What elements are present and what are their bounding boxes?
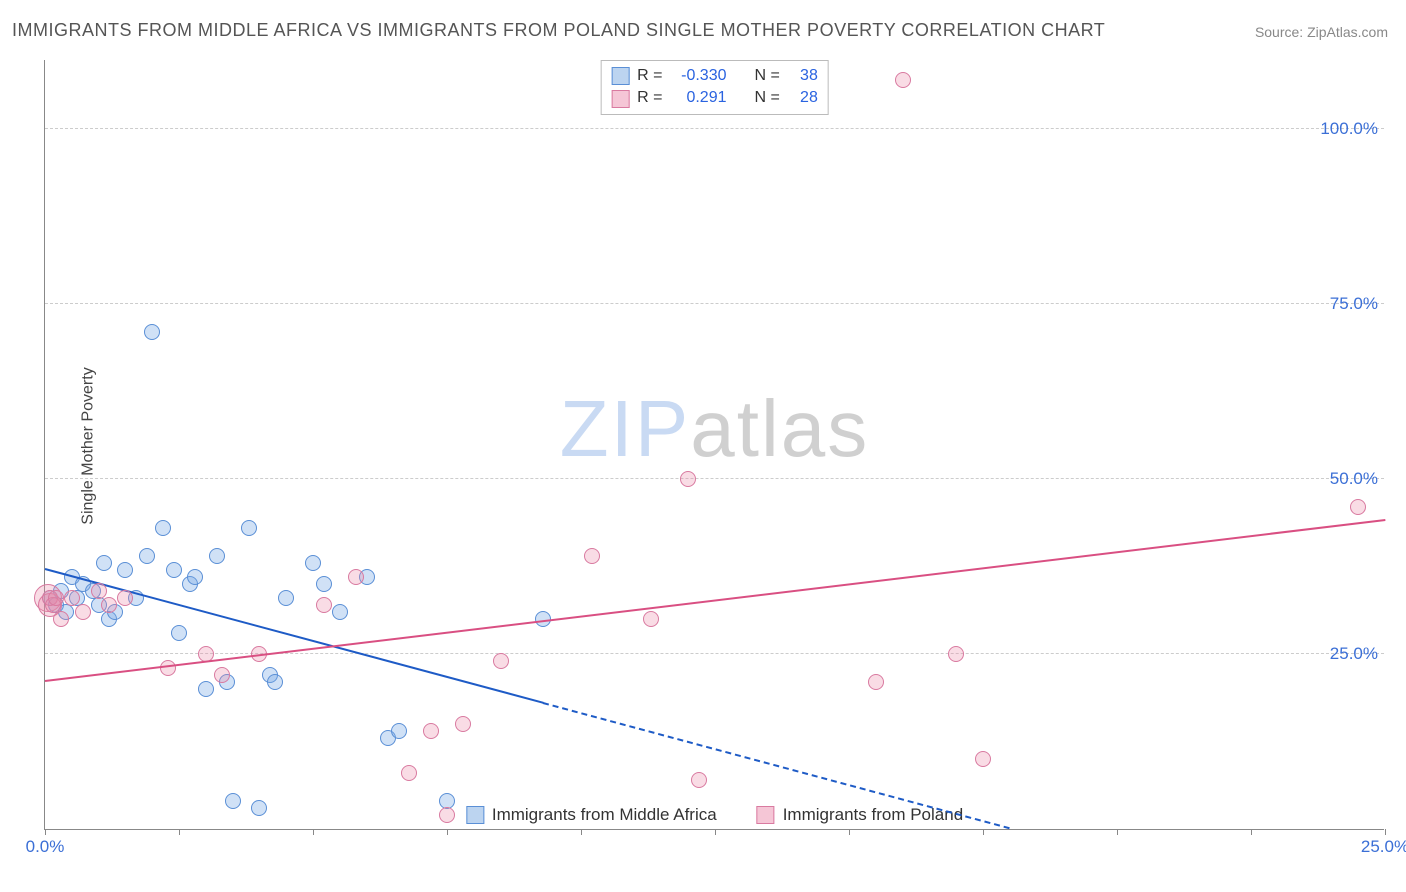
- data-point: [305, 555, 321, 571]
- data-point: [101, 597, 117, 613]
- data-point: [171, 625, 187, 641]
- data-point: [64, 590, 80, 606]
- data-point: [493, 653, 509, 669]
- data-point: [691, 772, 707, 788]
- y-tick-label: 100.0%: [1320, 119, 1378, 139]
- x-tick-mark: [1117, 829, 1118, 835]
- r-label: R =: [637, 87, 662, 109]
- data-point: [401, 765, 417, 781]
- legend-swatch: [466, 806, 484, 824]
- x-tick-label: 0.0%: [26, 837, 65, 857]
- chart-title: IMMIGRANTS FROM MIDDLE AFRICA VS IMMIGRA…: [12, 20, 1105, 41]
- x-tick-mark: [849, 829, 850, 835]
- data-point: [332, 604, 348, 620]
- r-value: 0.291: [671, 87, 727, 109]
- stats-legend-box: R = -0.330 N = 38 R = 0.291 N = 28: [600, 60, 829, 115]
- data-point: [348, 569, 364, 585]
- data-point: [948, 646, 964, 662]
- data-point: [251, 800, 267, 816]
- gridline-horizontal: [45, 128, 1384, 129]
- data-point: [187, 569, 203, 585]
- data-point: [316, 597, 332, 613]
- data-point: [117, 562, 133, 578]
- watermark-zip: ZIP: [560, 384, 690, 473]
- data-point: [423, 723, 439, 739]
- r-value: -0.330: [671, 65, 727, 87]
- source-attribution: Source: ZipAtlas.com: [1255, 24, 1388, 40]
- data-point: [91, 583, 107, 599]
- legend-swatch: [757, 806, 775, 824]
- y-tick-label: 75.0%: [1330, 294, 1378, 314]
- x-tick-mark: [715, 829, 716, 835]
- data-point: [680, 471, 696, 487]
- plot-area: ZIPatlas R = -0.330 N = 38 R = 0.291 N = 28 Imm…: [44, 60, 1384, 830]
- gridline-horizontal: [45, 653, 1384, 654]
- series-legend: Immigrants from Middle AfricaImmigrants …: [458, 805, 971, 825]
- watermark: ZIPatlas: [560, 383, 869, 475]
- data-point: [868, 674, 884, 690]
- stats-row: R = -0.330 N = 38: [611, 65, 818, 87]
- watermark-atlas: atlas: [690, 384, 869, 473]
- n-value: 38: [788, 65, 818, 87]
- y-tick-label: 25.0%: [1330, 644, 1378, 664]
- data-point: [278, 590, 294, 606]
- data-point: [267, 674, 283, 690]
- data-point: [75, 604, 91, 620]
- source-label: Source:: [1255, 24, 1307, 40]
- x-tick-mark: [447, 829, 448, 835]
- legend-swatch: [611, 67, 629, 85]
- x-tick-mark: [983, 829, 984, 835]
- data-point: [1350, 499, 1366, 515]
- chart-container: IMMIGRANTS FROM MIDDLE AFRICA VS IMMIGRA…: [0, 0, 1406, 892]
- legend-label: Immigrants from Middle Africa: [492, 805, 717, 825]
- data-point: [117, 590, 133, 606]
- data-point: [439, 807, 455, 823]
- data-point: [214, 667, 230, 683]
- data-point: [643, 611, 659, 627]
- data-point: [975, 751, 991, 767]
- trend-line: [45, 568, 544, 704]
- stats-row: R = 0.291 N = 28: [611, 87, 818, 109]
- y-tick-label: 50.0%: [1330, 469, 1378, 489]
- n-label: N =: [755, 87, 780, 109]
- data-point: [316, 576, 332, 592]
- x-tick-mark: [581, 829, 582, 835]
- data-point: [455, 716, 471, 732]
- data-point: [895, 72, 911, 88]
- legend-swatch: [611, 90, 629, 108]
- data-point: [96, 555, 112, 571]
- data-point: [139, 548, 155, 564]
- data-point: [198, 681, 214, 697]
- gridline-horizontal: [45, 478, 1384, 479]
- source-value: ZipAtlas.com: [1307, 24, 1388, 40]
- x-tick-mark: [45, 829, 46, 835]
- data-point: [48, 590, 64, 606]
- data-point: [584, 548, 600, 564]
- data-point: [209, 548, 225, 564]
- n-value: 28: [788, 87, 818, 109]
- data-point: [225, 793, 241, 809]
- x-tick-mark: [1251, 829, 1252, 835]
- x-tick-mark: [179, 829, 180, 835]
- n-label: N =: [755, 65, 780, 87]
- data-point: [144, 324, 160, 340]
- gridline-horizontal: [45, 303, 1384, 304]
- trend-line: [45, 519, 1385, 682]
- x-tick-label: 25.0%: [1361, 837, 1406, 857]
- data-point: [391, 723, 407, 739]
- x-tick-mark: [313, 829, 314, 835]
- data-point: [241, 520, 257, 536]
- data-point: [160, 660, 176, 676]
- data-point: [53, 611, 69, 627]
- data-point: [166, 562, 182, 578]
- legend-item: Immigrants from Middle Africa: [466, 805, 717, 825]
- x-tick-mark: [1385, 829, 1386, 835]
- data-point: [155, 520, 171, 536]
- r-label: R =: [637, 65, 662, 87]
